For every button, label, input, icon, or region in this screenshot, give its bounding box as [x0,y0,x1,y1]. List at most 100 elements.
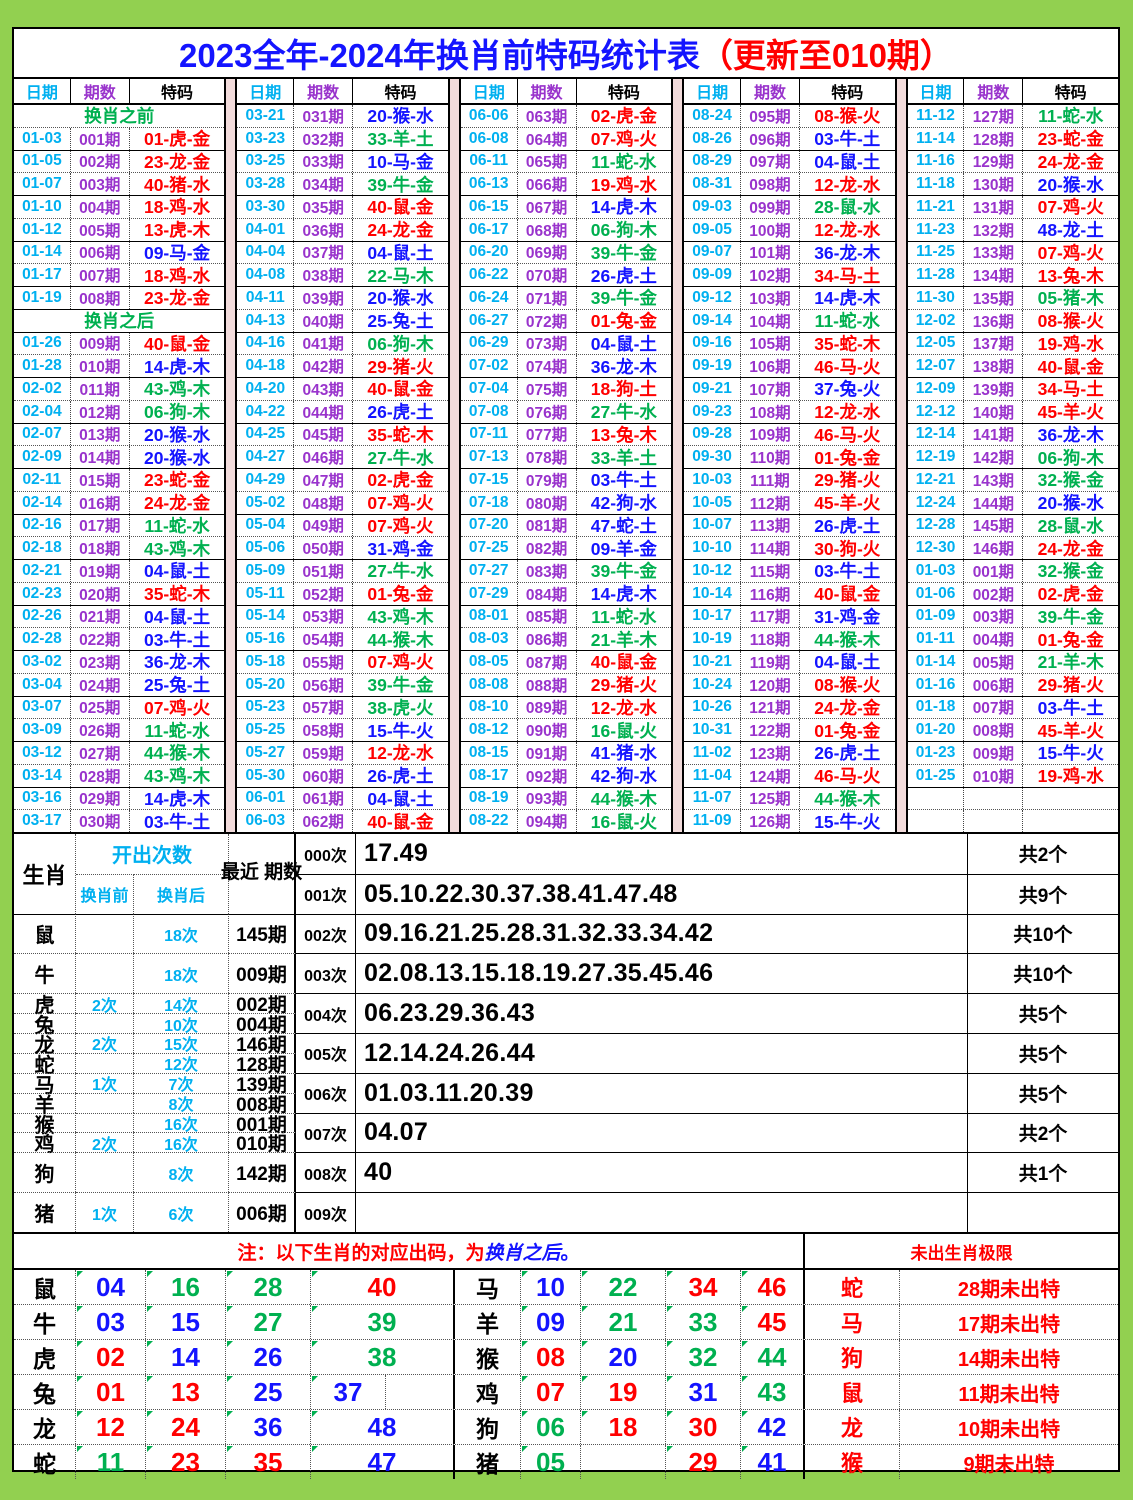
entry-date[interactable]: 09-19 [684,355,742,377]
entry-date[interactable]: 07-04 [461,378,518,400]
stat-recent-period[interactable]: 139期 [229,1072,296,1096]
entry-code[interactable]: 06-狗-木 [143,402,211,423]
entry-period[interactable]: 143期 [964,469,1024,491]
entry-date[interactable]: 08-05 [461,651,518,673]
zodiac-number[interactable]: 12 [76,1410,146,1444]
entry-code[interactable]: 03-牛-土 [814,561,881,582]
entry-code[interactable]: 40-猪-水 [143,174,211,195]
entry-period[interactable]: 133期 [964,241,1024,264]
entry-date[interactable]: 09-21 [684,378,742,400]
entry-code[interactable]: 18-鸡-水 [143,265,211,286]
entry-date[interactable]: 05-02 [237,491,295,514]
stat-after-count[interactable]: 16次 [134,1112,229,1134]
entry-period[interactable]: 123期 [741,742,800,764]
entry-code[interactable]: 02-虎-金 [367,470,434,491]
entry-date[interactable]: 06-15 [461,196,518,218]
entry-date[interactable]: 09-14 [684,309,742,332]
entry-period[interactable]: 089期 [518,696,577,719]
entry-period[interactable]: 033期 [294,150,354,173]
entry-period[interactable]: 063期 [518,105,577,127]
entry-code[interactable]: 20-猴-水 [1037,174,1104,195]
entry-code[interactable]: 26-虎-土 [814,743,881,764]
entry-period[interactable]: 041期 [294,332,354,355]
stat-before-count[interactable]: 1次 [76,1192,134,1232]
entry-period[interactable]: 113期 [741,514,800,537]
entry-period[interactable]: 102期 [741,264,800,286]
entry-date[interactable]: 03-02 [14,651,71,673]
entry-code[interactable]: 39-牛-金 [367,174,434,195]
entry-code[interactable]: 46-马-火 [814,424,881,445]
entry-code[interactable]: 46-马-火 [814,356,881,377]
entry-period[interactable]: 120期 [741,673,800,696]
zodiac-number[interactable]: 33 [666,1305,741,1339]
entry-date[interactable]: 04-29 [237,469,295,491]
entry-code[interactable]: 25-兔-土 [143,675,211,696]
entry-period[interactable]: 054期 [294,628,354,650]
entry-period[interactable]: 058期 [294,719,354,741]
entry-period[interactable]: 042期 [294,355,354,377]
entry-period[interactable]: 029期 [71,787,130,810]
stat-recent-period[interactable]: 008期 [229,1092,296,1116]
entry-code[interactable]: 32-猴-金 [1037,470,1104,491]
entry-code[interactable]: 14-虎-木 [143,356,211,377]
entry-date[interactable]: 09-23 [684,400,742,423]
entry-date[interactable]: 05-25 [237,719,295,741]
entry-date[interactable]: 08-10 [461,696,518,719]
entry-code[interactable]: 03-牛-土 [590,470,657,491]
entry-date[interactable]: 03-14 [14,764,71,787]
entry-period[interactable]: 048期 [294,491,354,514]
date-column-header[interactable]: 日期 [461,79,518,103]
stat-recent-period[interactable]: 002期 [229,993,296,1016]
entry-period[interactable]: 126期 [741,810,800,832]
entry-period[interactable]: 129期 [964,150,1024,173]
code-column-header[interactable]: 特码 [1054,85,1087,102]
zodiac-number[interactable]: 32 [666,1340,741,1374]
entry-date[interactable]: 01-20 [908,719,965,741]
entry-code[interactable]: 13-兔-木 [590,424,657,445]
entry-code[interactable]: 24-龙-金 [143,493,211,514]
entry-period[interactable]: 094期 [518,810,577,832]
entry-period[interactable]: 083期 [518,560,577,582]
entry-period[interactable] [964,810,1024,832]
stat-before-count[interactable]: 2次 [76,1132,134,1154]
entry-period[interactable]: 112期 [741,491,800,514]
entry-code[interactable]: 20-猴-水 [143,447,211,468]
entry-period[interactable]: 013期 [71,423,130,446]
zodiac-number[interactable]: 29 [666,1445,741,1479]
times-numbers[interactable]: 04.07 [356,1112,968,1153]
zodiac-number[interactable]: 04 [76,1270,146,1304]
entry-date[interactable]: 11-09 [684,810,742,832]
entry-period[interactable]: 031期 [294,105,354,127]
entry-code[interactable]: 21-羊-木 [590,629,657,650]
entry-code[interactable]: 39-牛-金 [1037,606,1104,627]
entry-date[interactable]: 02-04 [14,400,71,423]
zodiac-number[interactable]: 02 [76,1340,146,1374]
entry-code[interactable]: 36-龙-木 [590,356,657,377]
times-numbers[interactable]: 12.14.24.26.44 [356,1032,968,1073]
zodiac-number[interactable]: 46 [741,1270,805,1304]
entry-code[interactable]: 35-蛇-木 [367,424,434,445]
zodiac-number[interactable]: 36 [226,1410,311,1444]
entry-date[interactable]: 01-26 [14,332,71,355]
entry-date[interactable]: 06-29 [461,332,518,355]
entry-period[interactable]: 118期 [741,628,800,650]
times-numbers[interactable]: 09.16.21.25.28.31.32.33.34.42 [356,913,968,954]
entry-date[interactable]: 06-08 [461,127,518,150]
entry-period[interactable] [964,787,1024,810]
zodiac-number[interactable]: 42 [741,1410,805,1444]
stat-zodiac[interactable]: 马 [14,1072,76,1097]
stat-recent-period[interactable]: 001期 [229,1112,296,1136]
times-numbers[interactable] [356,1192,968,1232]
entry-period[interactable]: 124期 [741,764,800,787]
entry-date[interactable]: 01-25 [908,764,965,787]
entry-date[interactable]: 12-02 [908,309,965,332]
entry-period[interactable]: 047期 [294,469,354,491]
period-column-header[interactable]: 期数 [294,79,354,103]
entry-period[interactable]: 085期 [518,605,577,628]
entry-date[interactable]: 07-18 [461,491,518,514]
entry-code[interactable]: 44-猴-木 [814,629,881,650]
stat-before-count[interactable] [76,1152,134,1193]
entry-period[interactable]: 005期 [964,651,1024,673]
zodiac-number[interactable]: 16 [146,1270,226,1304]
entry-code[interactable]: 14-虎-木 [814,288,881,309]
